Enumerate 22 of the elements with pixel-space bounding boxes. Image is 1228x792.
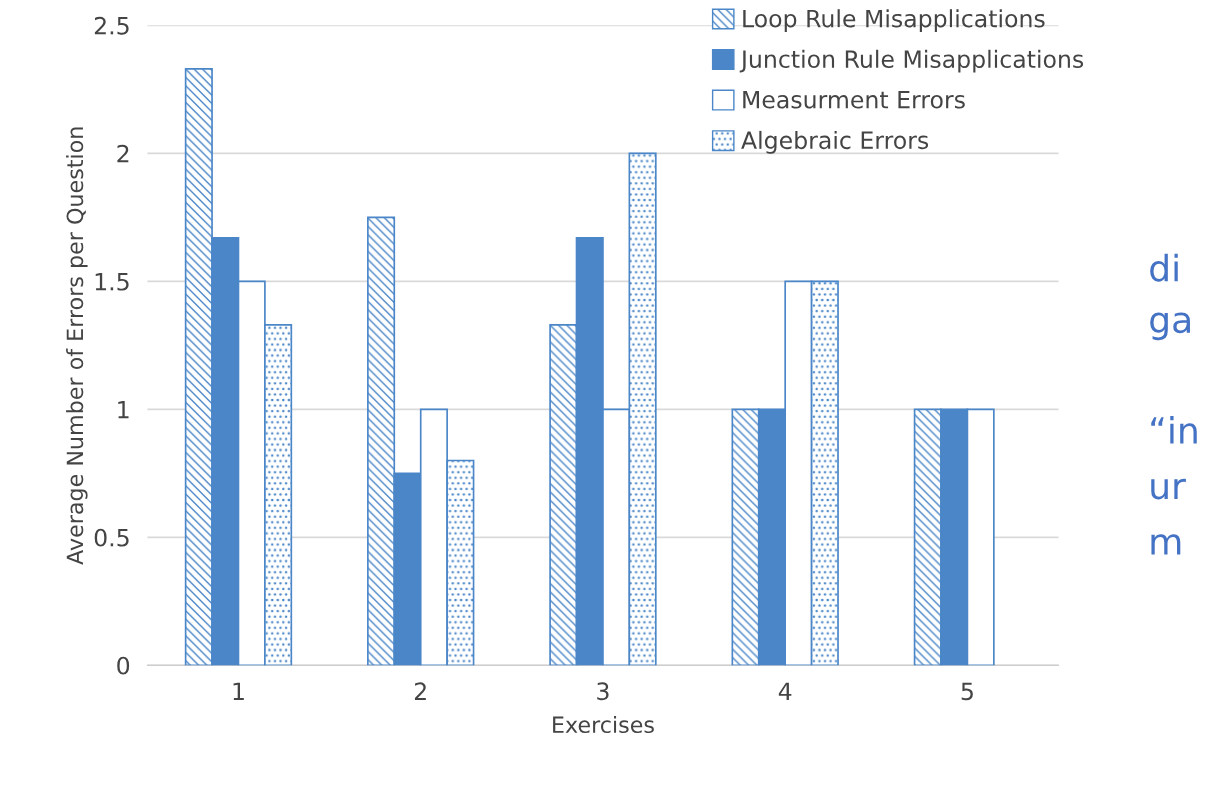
y-tick-label: 2 [117, 144, 129, 163]
x-tick-label: 1 [233, 682, 244, 700]
x-axis-title: Exercises [553, 715, 654, 734]
text: “in [1151, 416, 1197, 444]
y-axis-title: Average Number of Errors per Question [66, 127, 88, 565]
legend-label: Loop Rule Misapplications [743, 9, 1045, 33]
x-tick-label: 3 [597, 682, 609, 701]
text: ur [1151, 478, 1186, 500]
y-tick-label: 2.5 [94, 16, 129, 35]
x-tick-label: 5 [961, 682, 973, 701]
text: ga [1150, 312, 1190, 341]
y-tick-label: 0.5 [94, 528, 129, 547]
legend-label: Algebraic Errors [741, 130, 929, 154]
x-tick-label: 4 [778, 682, 792, 700]
legend-label: Measurment Errors [743, 91, 965, 109]
legend-label: Junction Rule Misapplications [739, 49, 1084, 73]
text: di [1150, 253, 1178, 282]
y-tick-label: 1.5 [95, 273, 129, 291]
y-tick-label: 0 [117, 656, 130, 675]
y-tick-label: 1 [118, 401, 129, 419]
text: m [1151, 534, 1181, 555]
x-tick-label: 2 [414, 682, 426, 700]
